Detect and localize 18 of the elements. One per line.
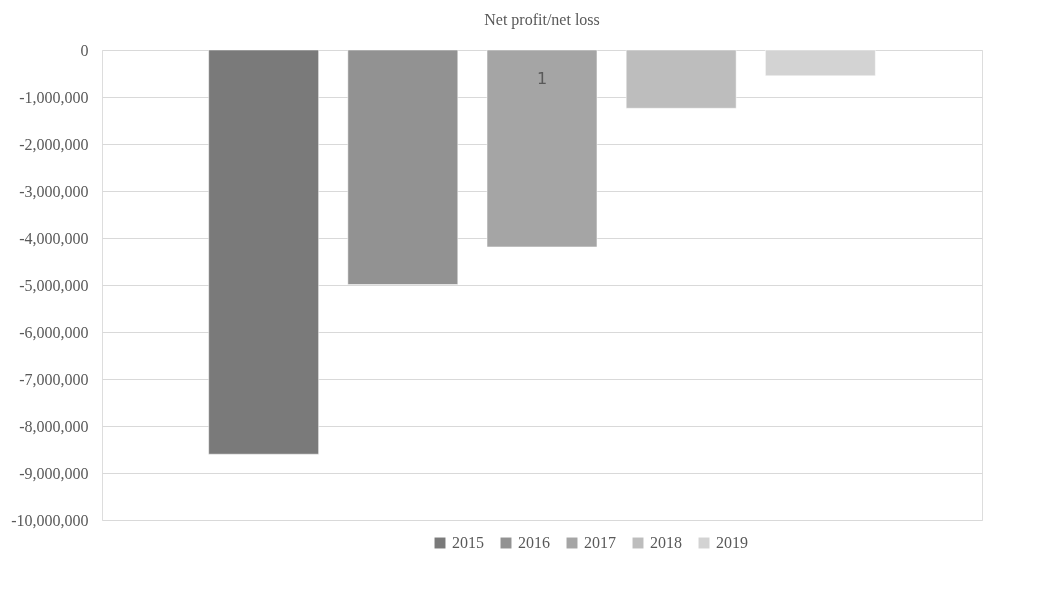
legend-label: 2017 (584, 534, 616, 551)
y-tick-label: -9,000,000 (19, 464, 89, 482)
y-tick-label: -8,000,000 (19, 417, 89, 435)
y-tick-label: -4,000,000 (19, 229, 89, 247)
y-tick-label: -5,000,000 (19, 276, 89, 294)
y-tick-label: -10,000,000 (11, 511, 89, 529)
y-tick-label: -6,000,000 (19, 323, 89, 341)
chart-title: Net profit/net loss (484, 11, 600, 29)
y-tick-label: 0 (80, 41, 89, 59)
legend-label: 2018 (650, 534, 682, 551)
legend-label: 2019 (716, 534, 748, 551)
legend-label: 2015 (452, 534, 484, 551)
y-tick-label: -3,000,000 (19, 182, 89, 200)
x-tick-label: 1 (536, 68, 548, 88)
y-tick-label: -1,000,000 (19, 88, 89, 106)
y-tick-label: -7,000,000 (19, 370, 89, 388)
y-tick-label: -2,000,000 (19, 135, 89, 153)
legend-label: 2016 (518, 534, 550, 551)
